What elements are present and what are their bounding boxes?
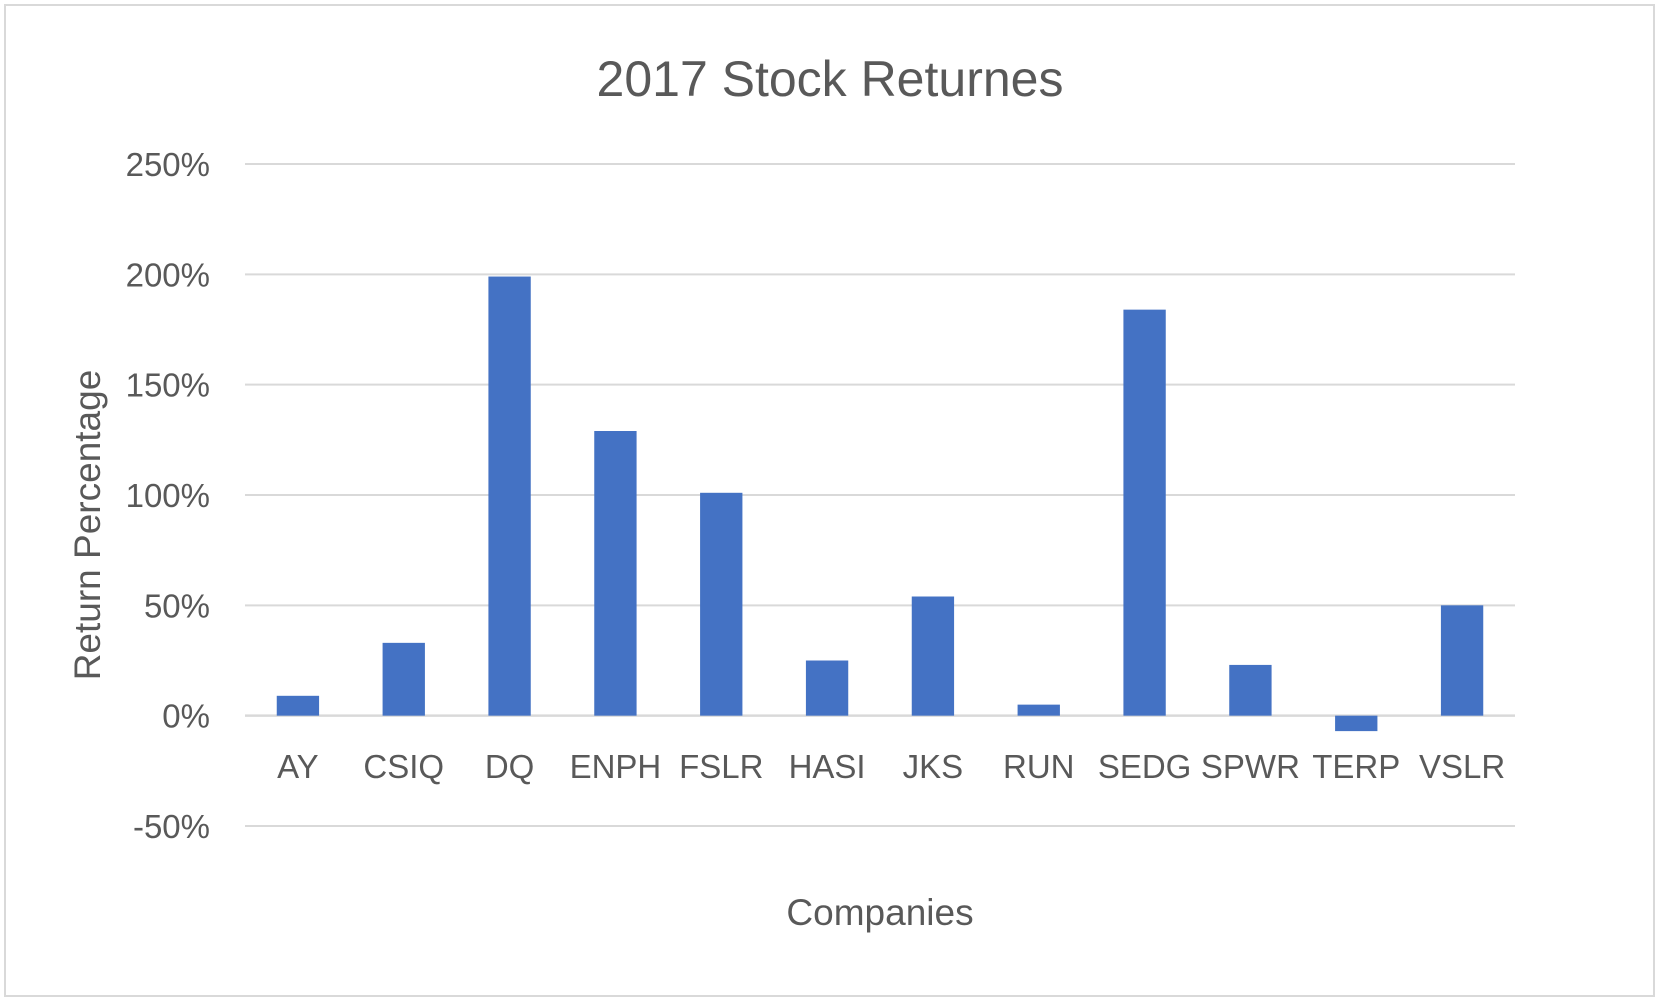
bar-enph xyxy=(594,431,637,716)
x-axis-tick-labels: AY CSIQ DQ ENPH FSLR HASI JKS RUN SEDG SPWR TERP VS… xyxy=(277,748,1505,785)
x-tick-label: VSLR xyxy=(1419,748,1505,785)
y-tick-label: 200% xyxy=(126,256,210,293)
grid-lines xyxy=(245,163,1515,827)
x-tick-label: CSIQ xyxy=(363,748,444,785)
chart-frame xyxy=(4,4,1655,997)
bar-run xyxy=(1017,704,1060,716)
x-tick-label: AY xyxy=(277,748,319,785)
x-tick-label: DQ xyxy=(485,748,535,785)
x-tick-label: FSLR xyxy=(679,748,763,785)
bar-csiq xyxy=(382,642,425,716)
bar-vslr xyxy=(1440,605,1484,716)
x-tick-label: RUN xyxy=(1003,748,1075,785)
x-tick-label: SEDG xyxy=(1098,748,1192,785)
bar-dq xyxy=(488,276,531,716)
y-tick-label: 250% xyxy=(126,146,210,183)
bar-terp xyxy=(1335,715,1378,732)
y-tick-label: 50% xyxy=(144,587,210,624)
chart-title: 2017 Stock Returnes xyxy=(597,51,1064,107)
x-tick-label: HASI xyxy=(789,748,866,785)
bar-jks xyxy=(911,596,955,716)
y-tick-label: 150% xyxy=(126,367,210,404)
x-tick-label: ENPH xyxy=(570,748,662,785)
bar-fslr xyxy=(700,492,743,716)
bar-spwr xyxy=(1229,664,1272,716)
y-axis-tick-labels: -50% 0% 50% 100% 150% 200% 250% xyxy=(126,146,210,845)
bar-sedg xyxy=(1123,309,1166,716)
x-tick-label: TERP xyxy=(1312,748,1400,785)
bar-hasi xyxy=(805,660,849,716)
y-axis-title: Return Percentage xyxy=(67,370,108,681)
x-tick-label: SPWR xyxy=(1201,748,1300,785)
y-tick-label: -50% xyxy=(133,808,210,845)
bar-ay xyxy=(276,695,320,716)
y-tick-label: 0% xyxy=(162,698,210,735)
x-tick-label: JKS xyxy=(903,748,964,785)
x-axis-title: Companies xyxy=(786,892,973,933)
bars xyxy=(276,276,1484,732)
y-tick-label: 100% xyxy=(126,477,210,514)
